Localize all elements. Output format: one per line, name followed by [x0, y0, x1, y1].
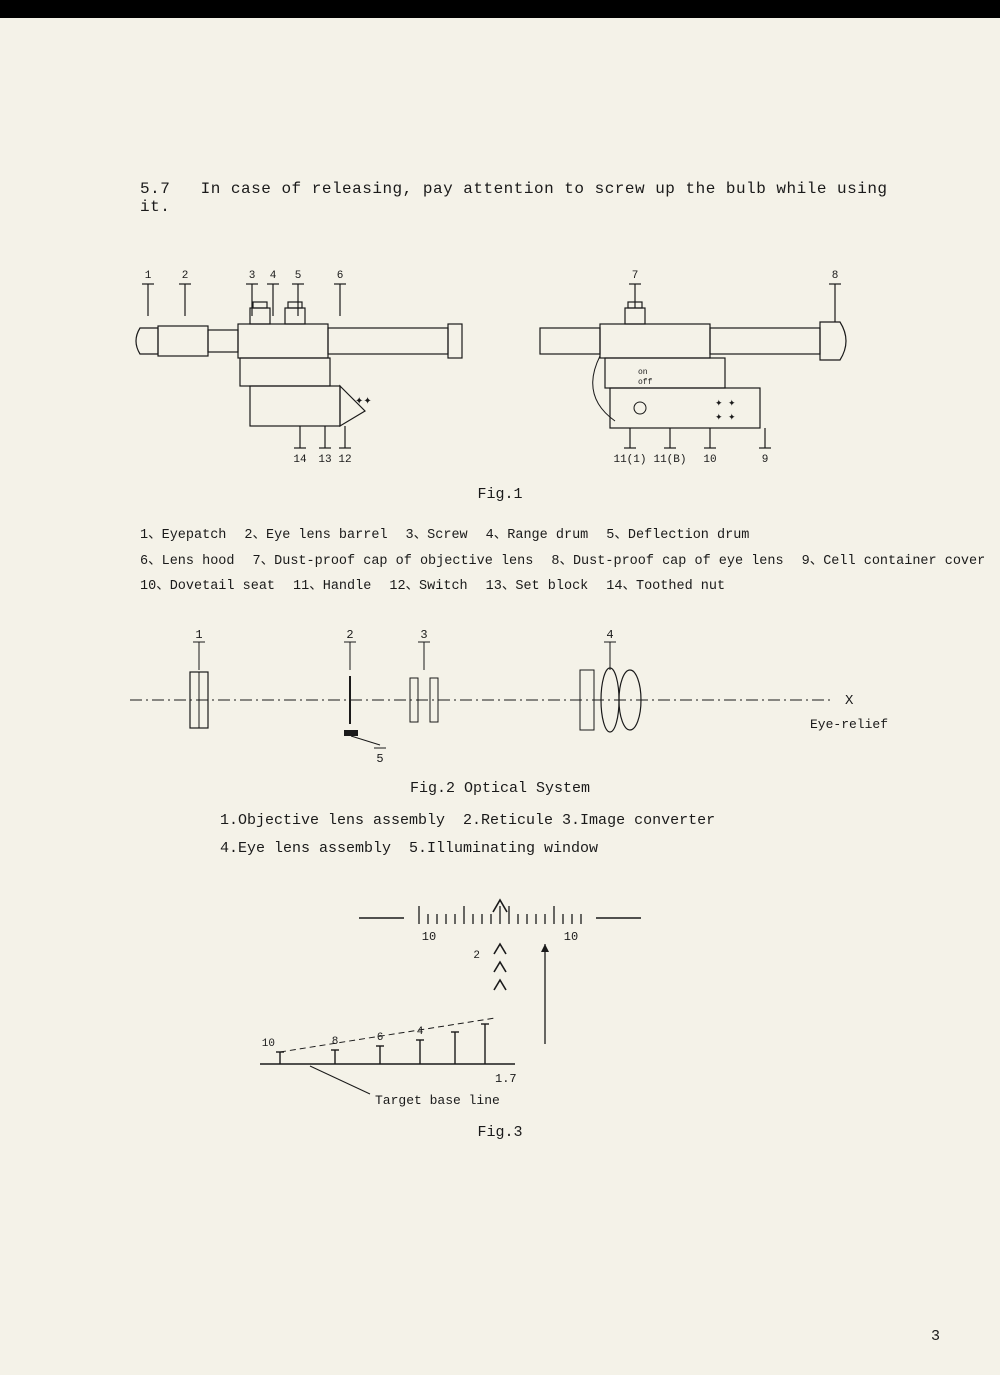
svg-text:8: 8 — [332, 1036, 339, 1048]
svg-text:14: 14 — [293, 454, 307, 466]
section-num: 5.7 — [140, 180, 170, 198]
svg-text:5: 5 — [376, 752, 383, 766]
svg-text:1.7: 1.7 — [495, 1072, 517, 1086]
fig1-label: Fig.1 — [80, 486, 920, 503]
svg-text:12: 12 — [338, 454, 351, 466]
svg-text:Target base line: Target base line — [375, 1093, 500, 1108]
figure-3: 10 10 2 10 8 6 4 1.7 Target base line — [230, 894, 770, 1114]
svg-text:✦ ✦: ✦ ✦ — [715, 399, 736, 409]
svg-text:1: 1 — [145, 270, 152, 282]
svg-text:4: 4 — [270, 270, 277, 282]
fig3-label: Fig.3 — [80, 1124, 920, 1141]
svg-text:4: 4 — [417, 1026, 424, 1038]
svg-text:1: 1 — [195, 630, 202, 642]
svg-text:2: 2 — [182, 270, 189, 282]
section-body: In case of releasing, pay attention to s… — [140, 180, 888, 216]
svg-text:10: 10 — [422, 930, 436, 944]
svg-text:3: 3 — [420, 630, 427, 642]
svg-text:✦ ✦: ✦ ✦ — [715, 413, 736, 423]
page-number: 3 — [931, 1328, 940, 1345]
svg-text:9: 9 — [762, 454, 769, 466]
svg-text:7: 7 — [632, 270, 639, 282]
svg-text:11(1): 11(1) — [613, 454, 646, 466]
fig2-parts-list: 1.Objective lens assembly 2.Reticule 3.I… — [220, 807, 780, 864]
svg-text:on: on — [638, 368, 648, 377]
fig1-parts-list: 1、Eyepatch2、Eye lens barrel3、Screw4、Rang… — [140, 523, 860, 600]
svg-text:6: 6 — [337, 270, 344, 282]
svg-text:off: off — [638, 378, 653, 387]
svg-text:4: 4 — [606, 630, 613, 642]
document-page: 5.7 In case of releasing, pay attention … — [0, 0, 1000, 1375]
svg-text:8: 8 — [832, 270, 839, 282]
fig2-label: Fig.2 Optical System — [80, 780, 920, 797]
svg-text:5: 5 — [295, 270, 302, 282]
scan-edge — [0, 0, 1000, 18]
svg-text:✦✦: ✦✦ — [355, 396, 372, 408]
figure-2: X Eye-relief 1 2 3 4 5 — [110, 630, 890, 770]
svg-text:X: X — [845, 693, 854, 709]
svg-text:2: 2 — [473, 950, 480, 962]
svg-text:6: 6 — [377, 1032, 384, 1044]
svg-text:2: 2 — [346, 630, 353, 642]
svg-text:Eye-relief: Eye-relief — [810, 717, 888, 732]
figure-1: ✦✦123456141312✦ ✦✦ ✦onoff7811(1)11(B)109 — [120, 256, 880, 476]
svg-text:11(B): 11(B) — [653, 454, 686, 466]
section-5-7: 5.7 In case of releasing, pay attention … — [140, 180, 920, 216]
svg-text:3: 3 — [249, 270, 256, 282]
svg-text:10: 10 — [564, 930, 578, 944]
svg-text:10: 10 — [703, 454, 716, 466]
svg-text:13: 13 — [318, 454, 331, 466]
svg-text:10: 10 — [262, 1038, 275, 1050]
